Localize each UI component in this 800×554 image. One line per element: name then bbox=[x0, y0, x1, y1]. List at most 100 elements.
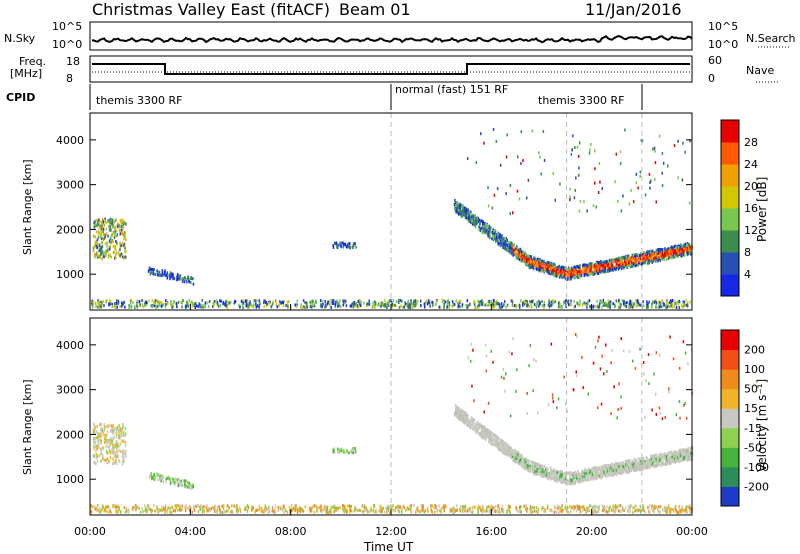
data-cell bbox=[99, 507, 101, 511]
data-cell bbox=[468, 219, 471, 223]
data-cell bbox=[558, 273, 561, 277]
data-cell bbox=[467, 304, 470, 308]
data-cell bbox=[615, 260, 618, 263]
data-cell bbox=[118, 448, 120, 452]
data-cell bbox=[653, 253, 656, 257]
data-cell bbox=[505, 155, 508, 159]
data-cell bbox=[530, 460, 532, 464]
data-cell bbox=[294, 508, 296, 512]
data-cell bbox=[216, 508, 219, 512]
data-cell bbox=[588, 509, 591, 513]
data-cell bbox=[311, 299, 313, 303]
data-cell bbox=[345, 304, 348, 308]
data-cell bbox=[631, 263, 633, 267]
data-cell bbox=[505, 443, 508, 447]
data-cell bbox=[331, 505, 334, 509]
data-cell bbox=[107, 425, 109, 429]
data-cell bbox=[628, 261, 630, 265]
data-cell bbox=[295, 305, 298, 308]
data-cell bbox=[123, 220, 125, 224]
data-cell bbox=[613, 259, 615, 263]
data-cell bbox=[460, 212, 463, 216]
data-cell bbox=[455, 508, 457, 512]
data-cell bbox=[475, 161, 478, 165]
data-cell bbox=[645, 256, 647, 260]
data-cell bbox=[577, 264, 579, 268]
data-cell bbox=[108, 247, 111, 251]
data-cell bbox=[124, 255, 126, 259]
data-cell bbox=[467, 209, 470, 213]
data-cell bbox=[288, 505, 291, 509]
data-cell bbox=[481, 301, 484, 305]
data-cell bbox=[597, 305, 600, 309]
data-cell bbox=[512, 247, 515, 251]
data-cell bbox=[472, 510, 474, 513]
data-cell bbox=[290, 504, 293, 507]
data-cell bbox=[346, 509, 348, 512]
data-cell bbox=[600, 300, 602, 304]
data-cell bbox=[633, 257, 636, 261]
data-cell bbox=[460, 204, 463, 208]
data-cell bbox=[277, 508, 280, 512]
data-cell bbox=[101, 257, 103, 261]
data-cell bbox=[621, 509, 623, 513]
data-cell bbox=[499, 510, 501, 514]
data-cell bbox=[635, 172, 638, 176]
data-cell bbox=[559, 509, 562, 513]
data-cell bbox=[98, 226, 101, 230]
data-cell bbox=[108, 240, 111, 243]
data-cell bbox=[369, 509, 371, 513]
data-cell bbox=[151, 305, 154, 309]
data-cell bbox=[615, 265, 617, 269]
data-cell bbox=[486, 232, 489, 236]
data-cell bbox=[374, 305, 376, 309]
data-cell bbox=[657, 509, 659, 513]
data-cell bbox=[501, 242, 503, 246]
data-cell bbox=[561, 504, 563, 508]
data-cell bbox=[466, 304, 468, 308]
data-cell bbox=[543, 265, 545, 269]
data-cell bbox=[573, 271, 576, 275]
data-cell bbox=[670, 253, 673, 257]
data-cell bbox=[554, 504, 556, 508]
data-cell bbox=[575, 176, 577, 180]
data-cell bbox=[651, 305, 653, 309]
data-cell bbox=[357, 509, 359, 513]
data-cell bbox=[201, 303, 203, 307]
data-cell bbox=[557, 504, 559, 508]
data-cell bbox=[466, 157, 469, 161]
data-cell bbox=[585, 267, 587, 271]
data-cell bbox=[148, 299, 150, 303]
data-cell bbox=[524, 507, 527, 511]
data-cell bbox=[568, 471, 570, 475]
data-cell bbox=[458, 406, 460, 410]
data-cell bbox=[246, 509, 249, 513]
data-cell bbox=[413, 301, 415, 305]
data-cell bbox=[389, 504, 392, 508]
data-cell bbox=[663, 505, 666, 509]
data-cell bbox=[456, 209, 458, 213]
data-cell bbox=[615, 504, 617, 508]
data-cell bbox=[348, 504, 351, 508]
data-cell bbox=[169, 477, 171, 481]
data-cell bbox=[464, 509, 466, 513]
data-cell bbox=[460, 209, 462, 213]
data-cell bbox=[529, 266, 531, 270]
data-cell bbox=[372, 302, 374, 305]
data-cell bbox=[531, 305, 533, 309]
data-cell bbox=[296, 507, 298, 511]
data-cell bbox=[114, 232, 116, 236]
data-cell bbox=[101, 457, 104, 461]
data-cell bbox=[249, 300, 251, 304]
data-cell bbox=[643, 254, 646, 258]
data-cell bbox=[304, 505, 306, 509]
data-cell bbox=[112, 437, 114, 441]
data-cell bbox=[298, 508, 300, 512]
data-cell bbox=[160, 475, 162, 479]
data-cell bbox=[150, 304, 152, 308]
data-cell bbox=[291, 507, 293, 511]
data-cell bbox=[568, 271, 570, 275]
data-cell bbox=[609, 300, 612, 304]
data-cell bbox=[637, 508, 639, 512]
data-cell bbox=[679, 254, 682, 258]
